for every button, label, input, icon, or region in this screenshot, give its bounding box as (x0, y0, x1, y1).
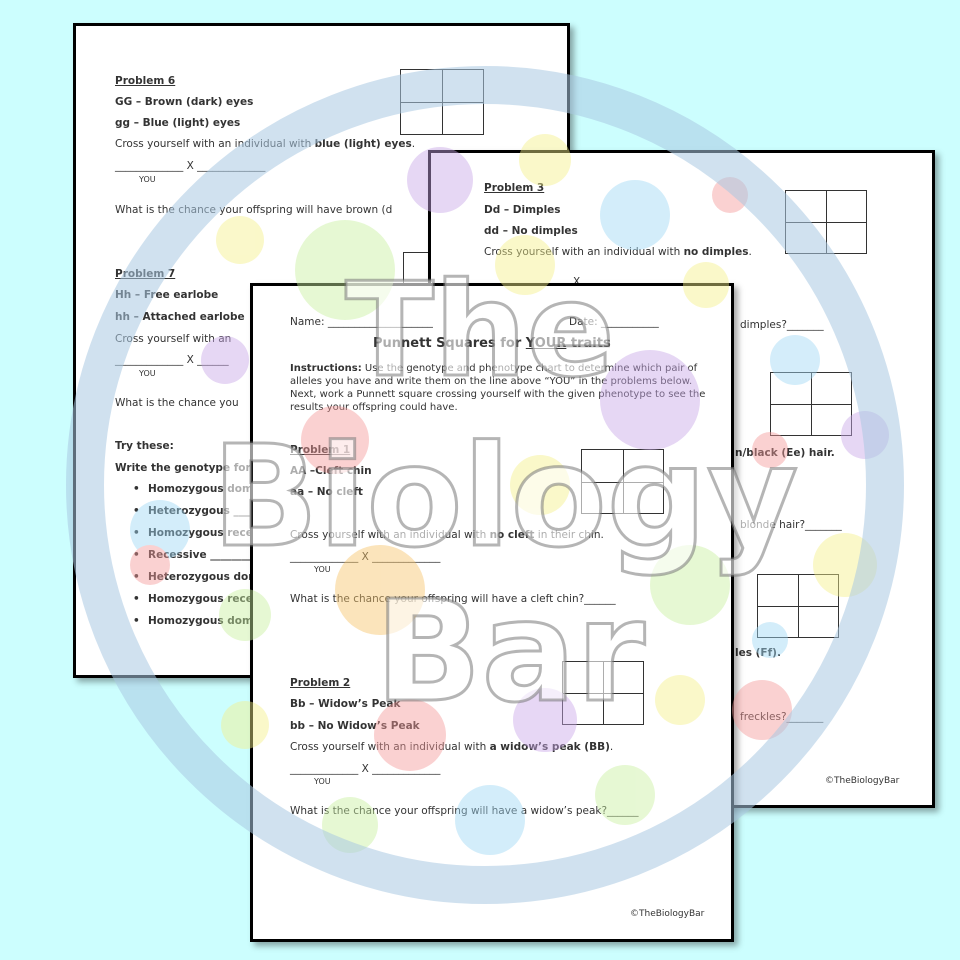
punnett-square (581, 449, 664, 514)
question: What is the chance your offspring will h… (290, 805, 639, 817)
intro: Write the genotype for t (115, 462, 260, 474)
trait: gg – Blue (light) eyes (115, 117, 241, 129)
text: a widow’s peak (BB) (489, 741, 610, 753)
date-field: Date: ___________ (569, 316, 659, 328)
you-label: YOU (139, 175, 156, 184)
bullet: • (133, 505, 140, 517)
heading: Problem 1 (290, 444, 351, 456)
trait: aa – No cleft (290, 486, 363, 498)
heading: Try these: (115, 440, 174, 452)
punnett-square (757, 574, 839, 638)
punnett-square (400, 69, 484, 135)
text: Punnett Squares for (373, 336, 526, 351)
trait: AA –Cleft chin (290, 465, 372, 477)
trait: Hh – Free earlobe (115, 289, 219, 301)
bullet: • (133, 593, 140, 605)
heading: Problem 6 (115, 75, 176, 87)
instructions: Instructions: Use the genotype and pheno… (290, 362, 710, 414)
bullet: • (133, 549, 140, 561)
text: Cross yourself with an individual with (484, 246, 684, 258)
heading: Problem 7 (115, 268, 176, 280)
question: freckles?_______ (740, 711, 824, 723)
footer: ©TheBiologyBar (825, 776, 900, 786)
text: Instructions: (290, 363, 362, 374)
you-label: YOU (314, 777, 331, 786)
punnett-square (562, 661, 644, 725)
blank-line: _____________ X _____________ (290, 551, 441, 563)
question: blonde hair?_______ (740, 519, 842, 531)
list-item: Heterozygous dom (148, 571, 260, 583)
heading: Problem 3 (484, 182, 545, 194)
trait: les (Ff). (735, 647, 781, 659)
cross-line: Cross yourself with an (115, 333, 232, 345)
blank-line: _____________ X _____________ (115, 160, 266, 172)
trait: Dd – Dimples (484, 204, 561, 216)
trait: bb – No Widow’s Peak (290, 720, 420, 732)
trait: dd – No dimples (484, 225, 578, 237)
bullet: • (133, 571, 140, 583)
trait: hh – Attached earlobe (115, 311, 245, 323)
bullet: • (133, 483, 140, 495)
question: What is the chance your offspring will h… (115, 204, 393, 216)
you-label: YOU (314, 565, 331, 574)
list-item: Homozygous domi (148, 615, 257, 627)
question: What is the chance your offspring will h… (290, 593, 616, 605)
text: traits (566, 336, 611, 351)
cross-line: Cross yourself with an individual with a… (290, 741, 613, 753)
trait: Bb – Widow’s Peak (290, 698, 401, 710)
list-item: Homozygous reces (148, 593, 260, 605)
cross-line: Cross yourself with an individual with n… (290, 529, 604, 541)
trait: n/black (Ee) hair. (735, 447, 835, 459)
bullet: • (133, 527, 140, 539)
cross-line: Cross yourself with an individual with n… (484, 246, 752, 258)
worksheet-title: Punnett Squares for YOUR traits (373, 336, 611, 351)
text: Cross yourself with an individual with (290, 741, 490, 753)
punnett-square (770, 372, 852, 436)
page-front: Name: ____________________ Date: _______… (250, 283, 734, 942)
blank-line: _____________ X _____________ (290, 763, 441, 775)
text: blue (light) eyes (314, 138, 412, 150)
text: no cleft (489, 529, 535, 541)
text: in their chin. (534, 529, 604, 541)
cross-line: Cross yourself with an individual with b… (115, 138, 415, 150)
question: dimples?_______ (740, 319, 824, 331)
list-item: Homozygous domi (148, 483, 257, 495)
text: Cross yourself with an individual with (290, 529, 490, 541)
text: . (411, 138, 416, 150)
punnett-square (785, 190, 867, 254)
blank-line: _____________ X ______ (115, 354, 229, 366)
text: YOUR (525, 336, 567, 351)
text: no dimples (683, 246, 749, 258)
list-item: Recessive ________ (148, 549, 253, 561)
you-label: YOU (139, 369, 156, 378)
bullet: • (133, 615, 140, 627)
text: . (748, 246, 752, 258)
question: What is the chance you (115, 397, 239, 409)
text: . (609, 741, 614, 753)
list-item: Homozygous reces (148, 527, 260, 539)
list-item: Heterozygous ____ (148, 505, 255, 517)
footer: ©TheBiologyBar (630, 909, 705, 919)
heading: Problem 2 (290, 677, 351, 689)
trait: GG – Brown (dark) eyes (115, 96, 254, 108)
name-field: Name: ____________________ (290, 316, 433, 328)
text: Cross yourself with an individual with (115, 138, 315, 150)
